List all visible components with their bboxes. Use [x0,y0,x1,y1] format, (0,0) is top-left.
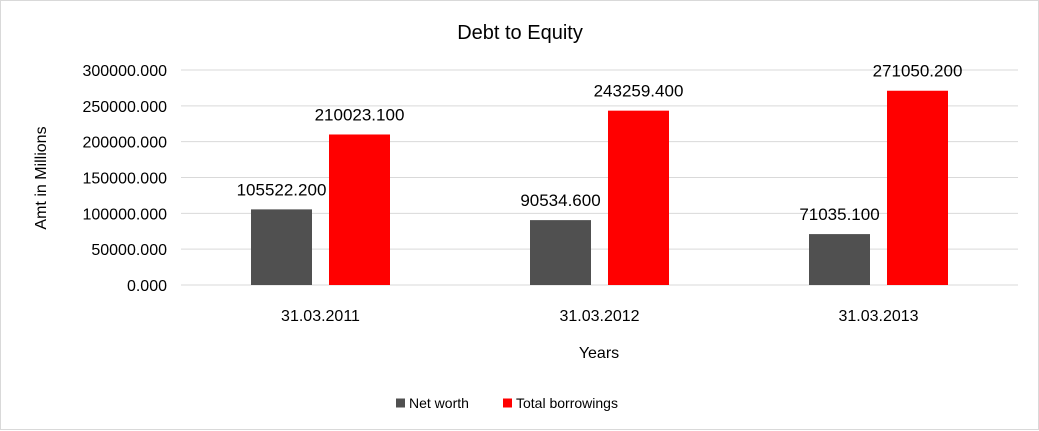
bar-total-borrowings [608,110,669,285]
y-tick-label: 100000.000 [82,206,167,223]
x-axis-title: Years [579,345,619,362]
y-tick-label: 150000.000 [82,171,167,188]
bar-total-borrowings [329,134,390,285]
y-tick-label: 300000.000 [82,63,167,80]
chart-title: Debt to Equity [457,22,583,44]
x-tick-label: 31.03.2011 [281,308,360,325]
legend-label: Net worth [409,395,469,411]
legend-swatch [396,398,405,408]
bar-net-worth [251,209,312,285]
bar-total-borrowings [887,90,948,285]
y-tick-label: 250000.000 [82,99,167,116]
bars [251,90,948,285]
data-label: 105522.200 [237,180,327,199]
data-label: 90534.600 [520,191,600,210]
data-label: 271050.200 [873,62,963,81]
x-tick-label: 31.03.2012 [559,308,639,325]
y-tick-labels: 0.000 50000.000 100000.000 150000.000 200000… [82,63,167,295]
y-tick-label: 200000.000 [82,135,167,152]
bar-net-worth [530,220,591,285]
x-tick-label: 31.03.2013 [838,308,918,325]
y-tick-label: 0.000 [127,278,167,295]
legend-swatch [503,398,512,408]
y-tick-label: 50000.000 [91,242,167,259]
data-labels: 105522.200 210023.100 90534.600 243259.400 7… [237,62,963,224]
data-label: 71035.100 [799,205,879,224]
x-tick-labels: 31.03.2011 31.03.2012 31.03.2013 [281,308,919,325]
bar-net-worth [809,234,870,285]
legend-label: Total borrowings [516,395,618,411]
legend: Net worth Total borrowings [396,395,618,411]
gridlines [181,69,1018,286]
data-label: 243259.400 [594,82,684,101]
y-axis-title: Amt in Millions [33,126,50,229]
data-label: 210023.100 [315,105,405,124]
